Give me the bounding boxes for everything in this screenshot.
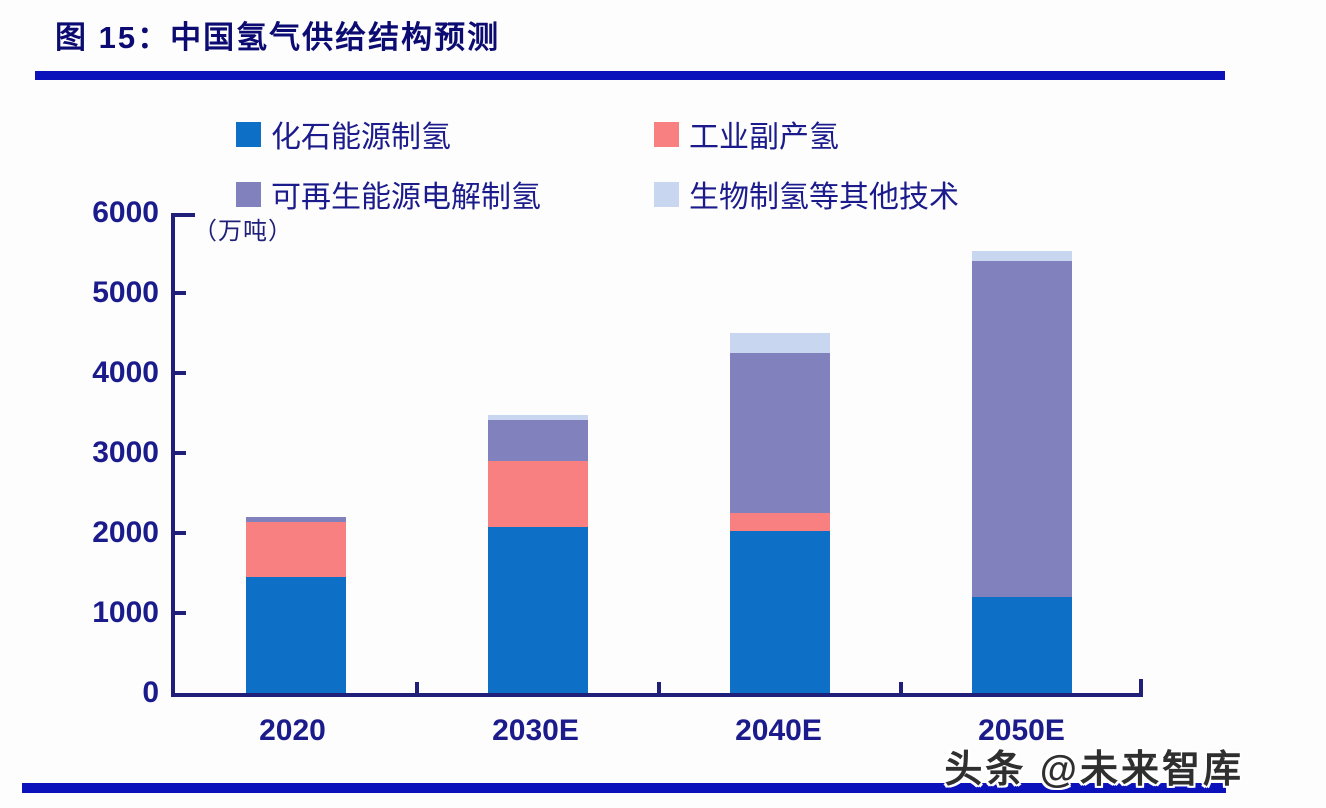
legend-label: 可再生能源电解制氢 bbox=[271, 181, 541, 214]
legend-label: 工业副产氢 bbox=[689, 121, 839, 154]
y-axis-unit-label: （万吨） bbox=[193, 218, 293, 245]
x-tick-mark bbox=[899, 682, 903, 693]
legend-label: 化石能源制氢 bbox=[271, 121, 451, 154]
stacked-bar-2040E bbox=[730, 213, 830, 693]
y-tick-label: 4000 bbox=[92, 356, 159, 389]
bar-segment bbox=[488, 461, 588, 527]
y-tick-mark bbox=[175, 291, 186, 295]
y-tick-label: 1000 bbox=[92, 596, 159, 629]
x-tick-label: 2050E bbox=[978, 714, 1065, 747]
legend-swatch-icon bbox=[236, 181, 261, 207]
y-tick-label: 3000 bbox=[92, 436, 159, 469]
legend: 化石能源制氢 工业副产氢可再生能源电解制氢 生物制氢等其他技术 bbox=[236, 112, 959, 216]
bar-segment bbox=[972, 261, 1072, 597]
bar-segment bbox=[246, 521, 346, 577]
legend-item-2: 可再生能源电解制氢 bbox=[236, 172, 654, 216]
x-axis-right-cap bbox=[1139, 679, 1143, 693]
y-tick-mark bbox=[175, 611, 186, 615]
x-axis-labels: 2020 2030E 2040E 2050E bbox=[171, 714, 1143, 748]
x-tick-mark bbox=[657, 682, 661, 693]
legend-swatch-icon bbox=[236, 121, 261, 147]
stacked-bar-2020 bbox=[246, 213, 346, 693]
legend-item-3: 生物制氢等其他技术 bbox=[654, 172, 959, 216]
bar-segment bbox=[972, 251, 1072, 261]
y-tick-mark bbox=[175, 531, 186, 535]
watermark-text: 头条 @未来智库 bbox=[944, 749, 1244, 791]
page-title: 图 15：中国氢气供给结构预测 bbox=[55, 20, 501, 55]
bar-segment bbox=[246, 517, 346, 522]
footer-rule bbox=[22, 783, 1226, 793]
bar-segment bbox=[730, 353, 830, 513]
legend-swatch-icon bbox=[654, 181, 679, 207]
y-tick-label: 5000 bbox=[92, 276, 159, 309]
bar-segment bbox=[488, 526, 588, 693]
bar-segment bbox=[972, 597, 1072, 693]
legend-item-0: 化石能源制氢 bbox=[236, 112, 654, 156]
plot-area: （万吨） 0 1000 2000 3000 4000 5000 6000 bbox=[92, 196, 1143, 709]
y-tick-label: 6000 bbox=[92, 196, 159, 229]
stacked-bar-2050E bbox=[972, 213, 1072, 693]
bar-segment bbox=[730, 513, 830, 532]
legend-item-1: 工业副产氢 bbox=[654, 112, 959, 156]
x-tick-label: 2040E bbox=[735, 714, 822, 747]
y-axis-top-cap bbox=[175, 213, 195, 217]
bar-segment bbox=[488, 420, 588, 461]
y-tick-mark bbox=[175, 451, 186, 455]
stacked-bar-2030E bbox=[488, 213, 588, 693]
y-tick-label: 2000 bbox=[92, 516, 159, 549]
x-tick-label: 2020 bbox=[259, 714, 326, 747]
bar-segment bbox=[488, 414, 588, 421]
x-tick-label: 2030E bbox=[492, 714, 579, 747]
title-rule bbox=[35, 71, 1225, 80]
x-tick-mark bbox=[415, 682, 419, 693]
bar-segment bbox=[246, 577, 346, 693]
legend-swatch-icon bbox=[654, 121, 679, 147]
bar-segment bbox=[730, 531, 830, 693]
y-tick-mark bbox=[175, 371, 186, 375]
bar-segment bbox=[730, 333, 830, 353]
y-tick-label: 0 bbox=[142, 676, 159, 709]
legend-label: 生物制氢等其他技术 bbox=[689, 181, 959, 214]
